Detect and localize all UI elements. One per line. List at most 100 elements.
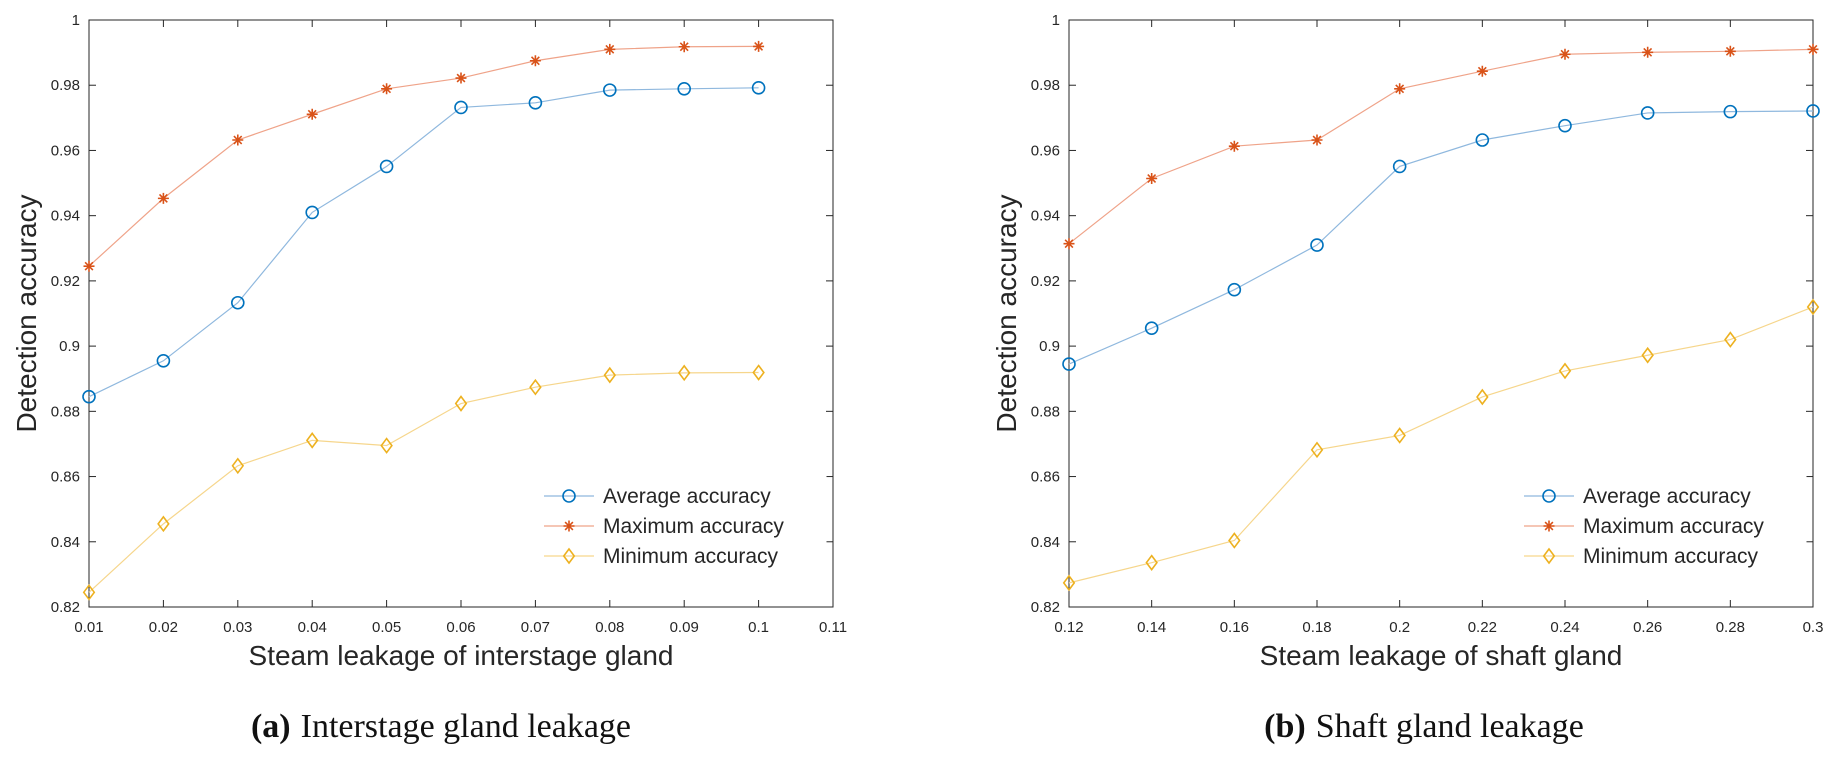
legend-entry: Minimum accuracy: [1524, 545, 1759, 568]
data-point: [305, 432, 319, 449]
data-point: [1310, 441, 1324, 459]
series-minimum-accuracy: [82, 364, 765, 601]
x-tick-label: 0.24: [1550, 619, 1579, 636]
y-tick-label: 1: [1052, 12, 1060, 29]
data-point: [454, 100, 468, 115]
legend-label: Minimum accuracy: [1583, 545, 1759, 568]
data-point: [751, 81, 766, 95]
data-point: [1310, 238, 1324, 252]
x-tick-label: 0.01: [74, 619, 103, 636]
data-point: [1640, 106, 1655, 120]
x-axis-label: Steam leakage of interstage gland: [249, 640, 674, 671]
data-point: [156, 353, 171, 368]
x-tick-label: 0.02: [149, 619, 178, 636]
y-tick-label: 0.92: [1031, 273, 1060, 290]
data-point: [1062, 574, 1076, 592]
x-axis-label: Steam leakage of shaft gland: [1260, 640, 1623, 671]
legend-box: [535, 475, 827, 593]
data-point: [306, 108, 318, 120]
legend-marker: [562, 547, 576, 565]
data-point: [1063, 238, 1075, 250]
legend-marker: [1542, 547, 1556, 565]
x-tick-label: 0.14: [1137, 619, 1166, 636]
data-point: [1558, 362, 1572, 380]
chart-panel-a: 0.01 0.02 0.03 0.04 0.05 0.06 0.07 0.08 0.09 0.1 0…: [11, 12, 847, 745]
data-point: [1641, 346, 1654, 364]
y-tick-label: 0.94: [51, 208, 80, 225]
caption-text: Interstage gland leakage: [301, 708, 631, 745]
x-tick-label: 0.22: [1468, 619, 1497, 636]
legend-entry: Maximum accuracy: [1524, 515, 1764, 538]
y-tick-label: 0.96: [1031, 142, 1060, 159]
legend-label: Average accuracy: [603, 485, 771, 508]
x-tick-label: 0.18: [1302, 619, 1331, 636]
series-line: [88, 45, 759, 267]
data-point: [82, 583, 96, 601]
x-tick-label: 0.09: [670, 619, 699, 636]
data-point: [455, 72, 467, 84]
y-tick-label: 0.86: [1031, 469, 1060, 486]
data-point: [1724, 331, 1737, 348]
data-point: [1145, 554, 1158, 571]
data-point: [381, 83, 393, 95]
data-point: [1806, 298, 1820, 316]
data-point: [157, 515, 170, 533]
data-point: [82, 389, 96, 404]
data-point: [1311, 134, 1323, 146]
data-point: [1807, 43, 1819, 55]
x-tick-label: 0.26: [1633, 619, 1662, 636]
x-tick-label: 0.11: [819, 619, 847, 636]
data-point: [1476, 65, 1488, 77]
data-point: [752, 364, 765, 381]
data-point: [1144, 321, 1159, 335]
legend-entry: Average accuracy: [544, 485, 771, 508]
series-maximum-accuracy: [83, 40, 765, 272]
legend-entry: Average accuracy: [1524, 485, 1751, 508]
y-tick-label: 0.92: [51, 273, 80, 290]
y-tick-label: 0.84: [51, 534, 80, 551]
caption-letter: (a): [251, 708, 291, 745]
panel-caption: (b) Shaft gland leakage: [1264, 708, 1584, 745]
y-tick-label: 0.82: [1031, 599, 1060, 616]
legend-label: Maximum accuracy: [603, 515, 784, 538]
series-line: [88, 371, 759, 593]
chart-panel-b: 0.12 0.14 0.16 0.18 0.2 0.22 0.24 0.26 0.28 0.3 0.…: [991, 12, 1823, 745]
data-point: [1723, 104, 1738, 119]
data-point: [1559, 48, 1571, 60]
y-tick-label: 0.98: [51, 77, 80, 94]
data-point: [1393, 427, 1406, 444]
caption-text: Shaft gland leakage: [1316, 708, 1584, 745]
series-minimum-accuracy: [1062, 298, 1820, 592]
data-point: [1558, 118, 1572, 133]
data-point: [231, 295, 245, 310]
y-tick-label: 0.94: [1031, 208, 1060, 225]
x-tick-label: 0.2: [1389, 619, 1410, 636]
data-point: [529, 378, 542, 396]
data-point: [305, 205, 320, 220]
data-point: [231, 457, 245, 475]
legend-label: Average accuracy: [1583, 485, 1751, 508]
legend-marker: [562, 489, 576, 503]
data-point: [454, 395, 468, 412]
data-point: [1724, 45, 1736, 57]
y-axis-label: Detection accuracy: [991, 194, 1022, 432]
data-point: [1476, 388, 1489, 406]
series-average-accuracy: [82, 81, 766, 404]
legend-marker: [563, 520, 575, 532]
x-tick-label: 0.16: [1220, 619, 1249, 636]
data-point: [677, 82, 692, 96]
data-point: [1392, 159, 1407, 174]
legend-entry: Maximum accuracy: [544, 515, 784, 538]
legend: Average accuracy Maximum accuracy Minimum …: [535, 475, 827, 593]
x-tick-label: 0.1: [748, 619, 769, 636]
data-point: [1806, 104, 1820, 118]
x-tick-label: 0.05: [372, 619, 401, 636]
series-line: [88, 87, 759, 398]
y-axis-label: Detection accuracy: [11, 194, 42, 432]
data-point: [157, 192, 169, 204]
data-point: [1642, 46, 1654, 58]
data-point: [753, 40, 765, 52]
series-line: [1068, 306, 1814, 584]
data-point: [83, 260, 95, 272]
